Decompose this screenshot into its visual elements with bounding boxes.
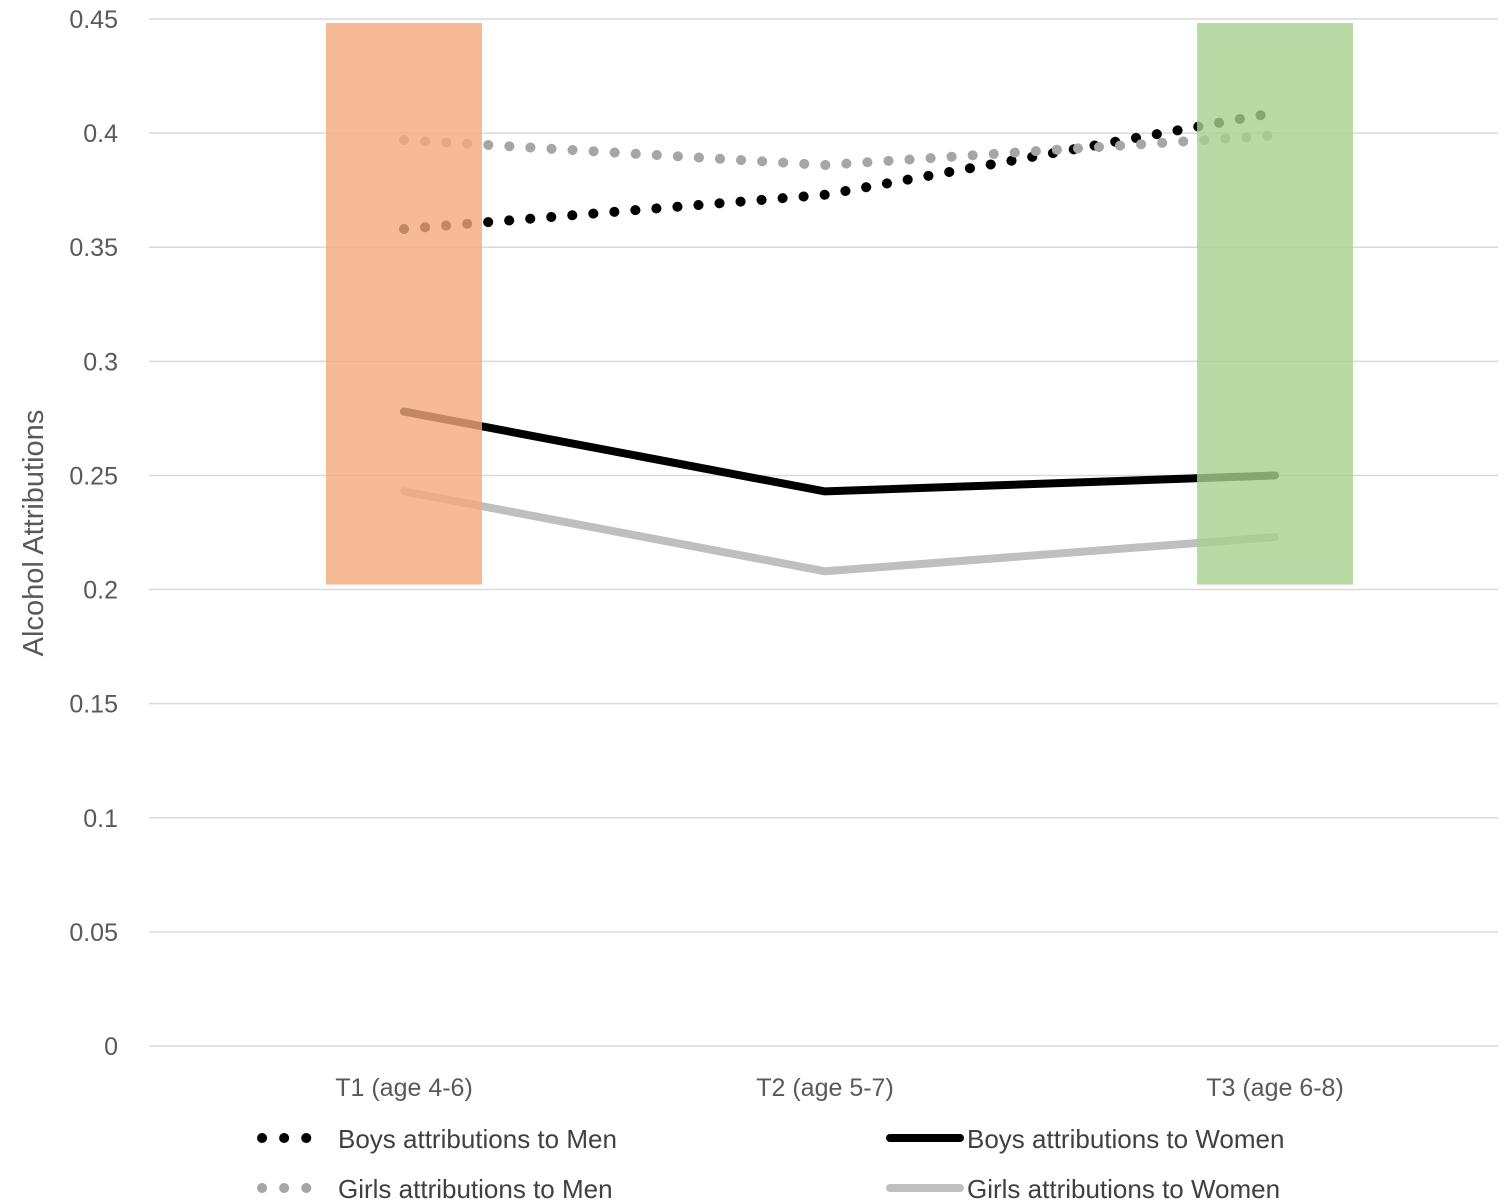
series-line bbox=[400, 407, 1279, 496]
legend-label: Girls attributions to Women bbox=[967, 1174, 1280, 1202]
y-tick-label: 0.2 bbox=[83, 577, 118, 605]
y-tick-label: 0.1 bbox=[83, 805, 118, 833]
series-lines bbox=[399, 107, 1280, 576]
series-line bbox=[399, 130, 1280, 171]
legend-label: Girls attributions to Men bbox=[338, 1174, 613, 1202]
legend-item-girls-attributions-to-men: Girls attributions to Men bbox=[257, 1174, 613, 1202]
x-tick-label: T3 (age 6-8) bbox=[1206, 1074, 1344, 1102]
highlight-band-t1-age-4-6 bbox=[326, 23, 482, 585]
y-tick-label: 0.35 bbox=[69, 234, 118, 262]
legend-label: Boys attributions to Women bbox=[967, 1124, 1284, 1154]
y-tick-label: 0.15 bbox=[69, 691, 118, 719]
series-boys-attributions-to-men bbox=[399, 107, 1280, 234]
legend: Boys attributions to Men Boys attribution… bbox=[257, 1124, 1284, 1202]
y-tick-label: 0.05 bbox=[69, 919, 118, 947]
x-tick-label: T1 (age 4-6) bbox=[335, 1074, 473, 1102]
y-tick-label: 0.25 bbox=[69, 462, 118, 490]
legend-item-boys-attributions-to-women: Boys attributions to Women bbox=[886, 1124, 1284, 1154]
series-girls-attributions-to-men bbox=[399, 130, 1280, 171]
series-line bbox=[399, 107, 1280, 234]
highlight-band-t3-age-6-8 bbox=[1197, 23, 1353, 585]
y-axis-title: Alcohol Attributions bbox=[18, 410, 50, 657]
x-axis-tick-labels: T1 (age 4-6) T2 (age 5-7) T3 (age 6-8) bbox=[335, 1074, 1344, 1102]
series-girls-attributions-to-women bbox=[400, 487, 1279, 576]
y-tick-label: 0.45 bbox=[69, 6, 118, 34]
series-boys-attributions-to-women bbox=[400, 407, 1279, 496]
y-axis-tick-labels: 0 0.05 0.1 0.15 0.2 0.25 0.3 0.35 0.4 0.45 bbox=[69, 6, 118, 1061]
legend-label: Boys attributions to Men bbox=[338, 1124, 617, 1154]
y-tick-label: 0 bbox=[104, 1033, 118, 1061]
legend-item-boys-attributions-to-men: Boys attributions to Men bbox=[257, 1124, 617, 1154]
highlight-bands bbox=[326, 23, 1353, 585]
series-line bbox=[400, 487, 1279, 576]
y-tick-label: 0.3 bbox=[83, 348, 118, 376]
y-tick-label: 0.4 bbox=[83, 120, 118, 148]
legend-item-girls-attributions-to-women: Girls attributions to Women bbox=[886, 1174, 1280, 1202]
x-tick-label: T2 (age 5-7) bbox=[756, 1074, 894, 1102]
